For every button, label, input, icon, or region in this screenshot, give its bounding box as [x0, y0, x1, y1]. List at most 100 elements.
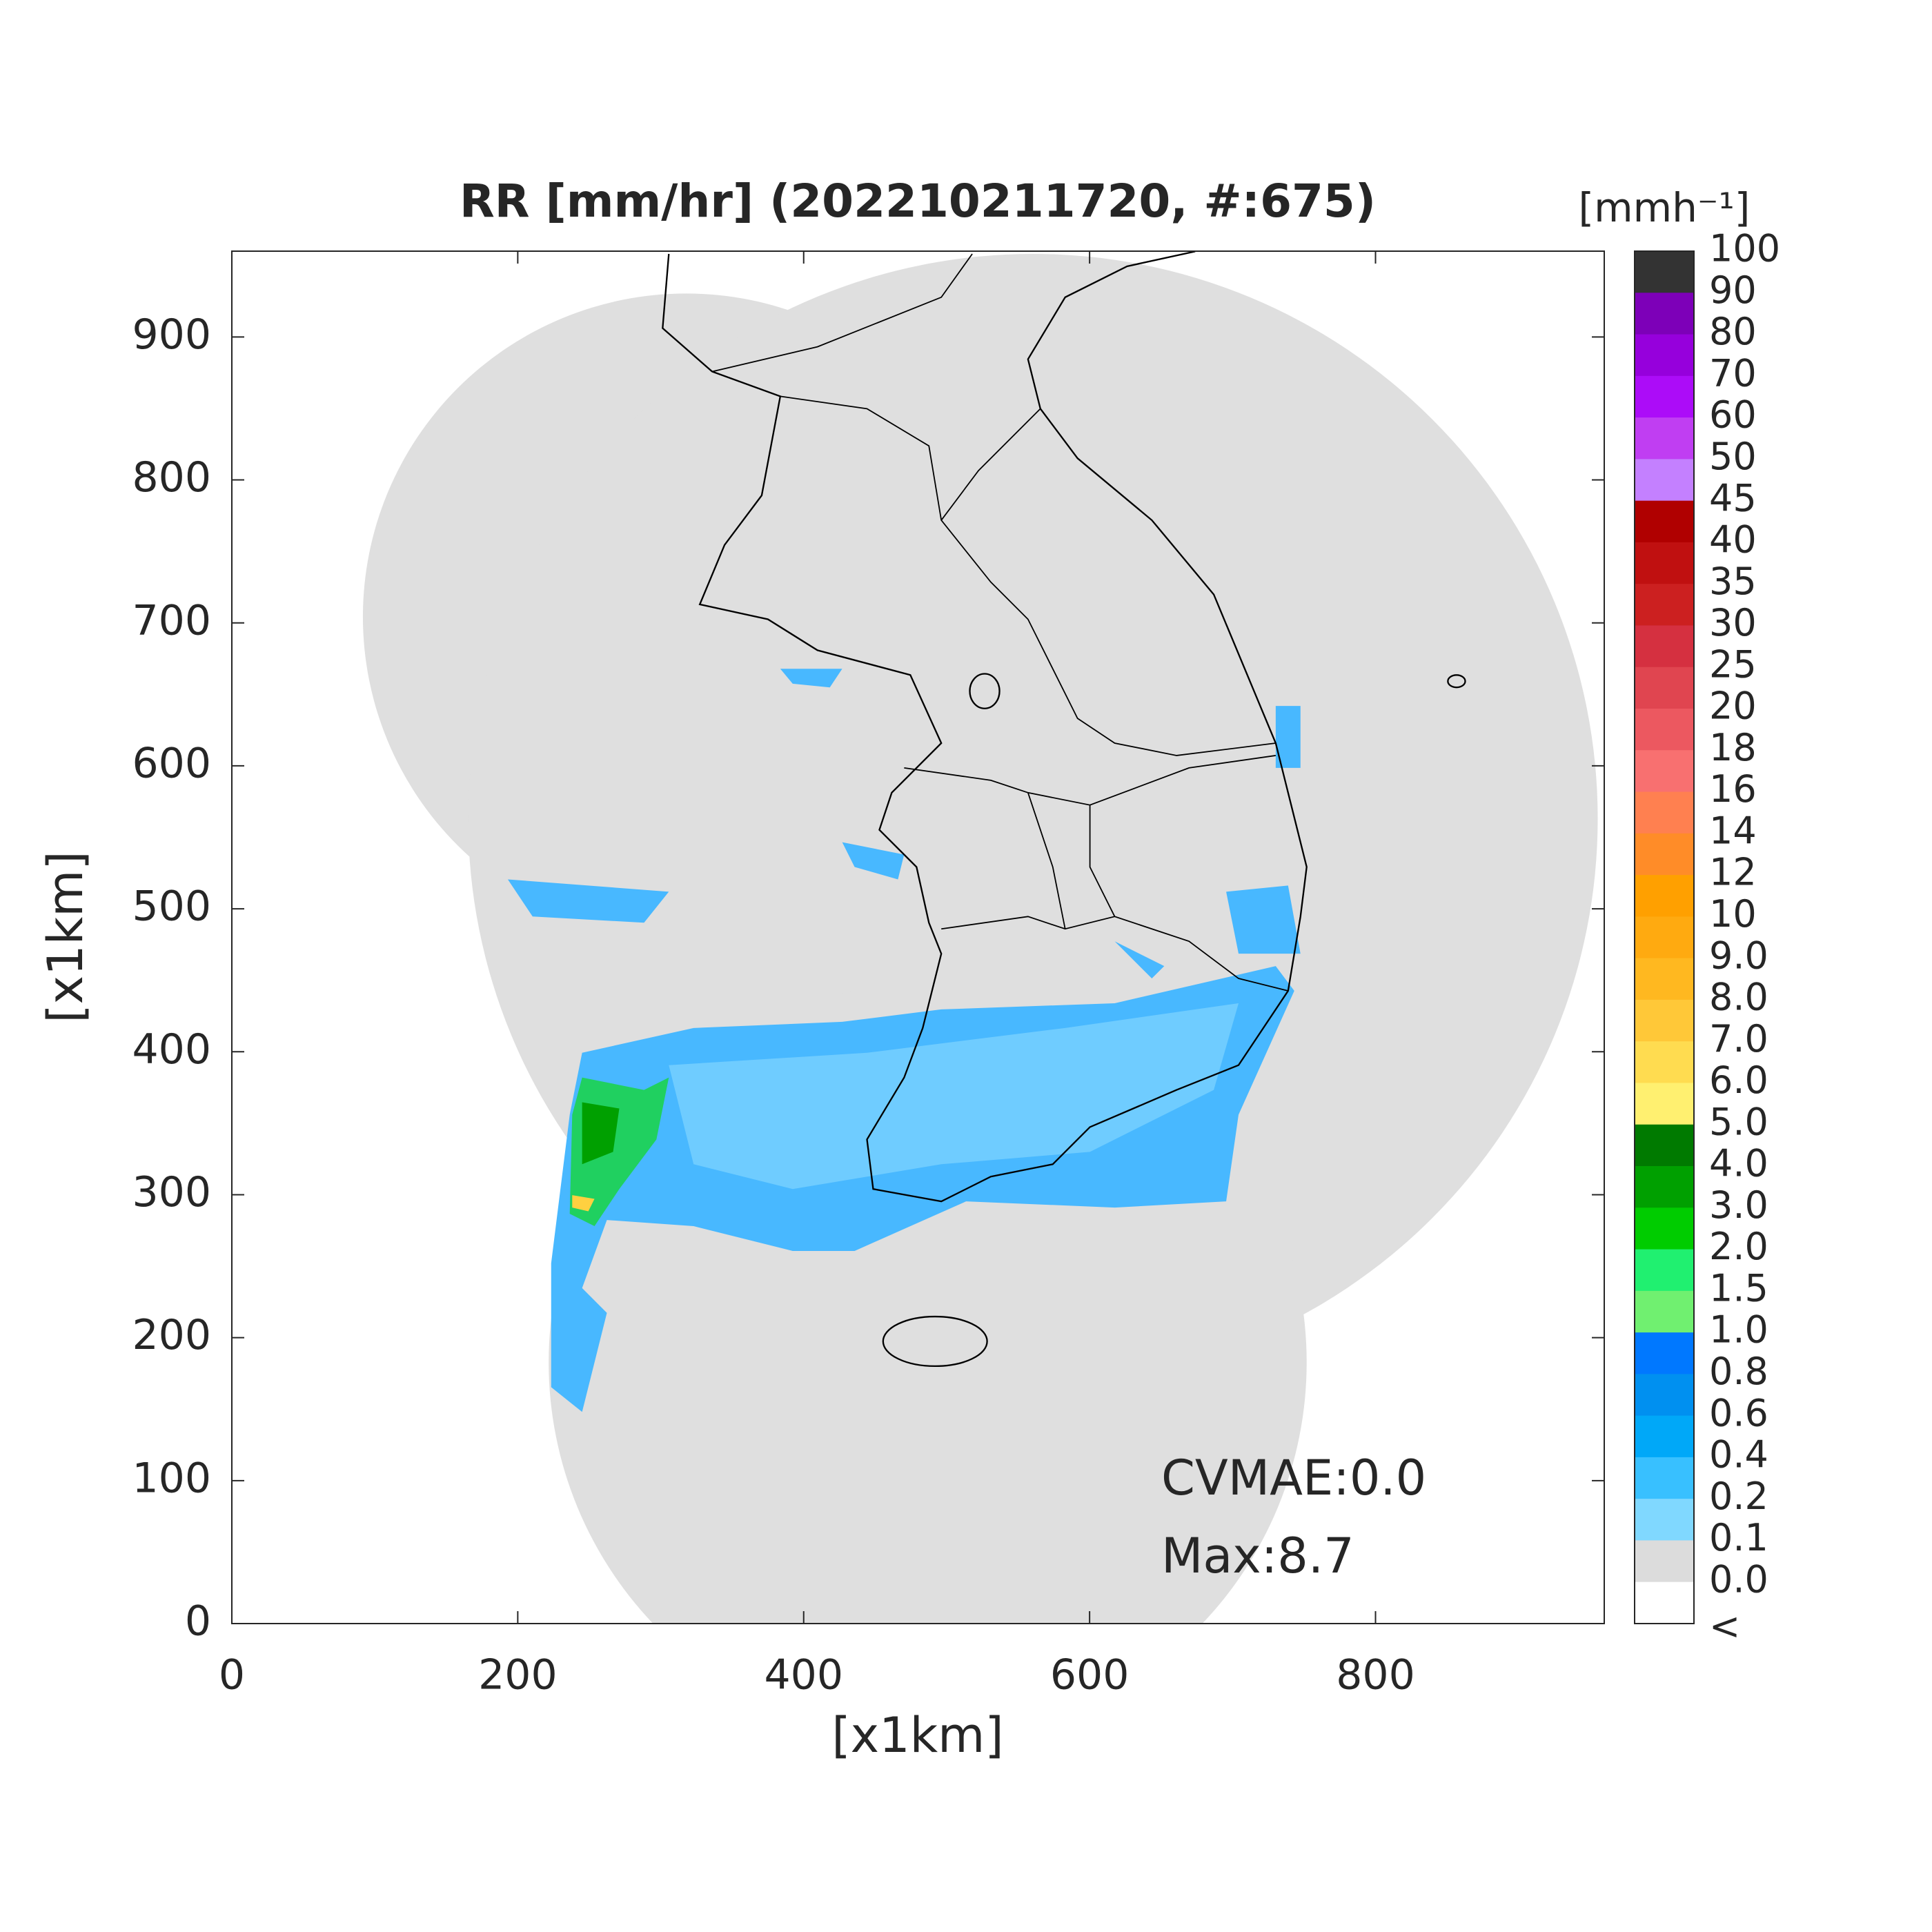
- colorbar-frame: [1634, 250, 1695, 1624]
- colorbar-swatch: [1635, 251, 1694, 293]
- island: [882, 1315, 988, 1368]
- colorbar-label: 25: [1709, 642, 1757, 686]
- colorbar-label: 6.0: [1709, 1058, 1768, 1102]
- chart-title: RR [mm/hr] (202210211720, #:675): [460, 175, 1376, 228]
- colorbar-label: 8.0: [1709, 976, 1768, 1019]
- colorbar-swatch: [1635, 750, 1694, 793]
- colorbar-label: 1.0: [1709, 1308, 1768, 1352]
- colorbar-label: 35: [1709, 560, 1757, 603]
- x-tick-label: 600: [1050, 1651, 1130, 1699]
- colorbar-swatch: [1635, 334, 1694, 377]
- y-tick-label: 900: [132, 310, 211, 359]
- colorbar-label: 80: [1709, 310, 1757, 353]
- x-axis-label: [x1km]: [831, 1707, 1003, 1764]
- colorbar-swatch: [1635, 375, 1694, 418]
- colorbar-swatch: [1635, 1581, 1694, 1624]
- colorbar-swatch: [1635, 417, 1694, 460]
- colorbar-swatch: [1635, 500, 1694, 543]
- colorbar-label: 30: [1709, 601, 1757, 644]
- colorbar-label: 1.5: [1709, 1266, 1768, 1310]
- rain-area: [572, 1195, 595, 1212]
- x-tick-label: 400: [764, 1651, 843, 1699]
- colorbar-swatch: [1635, 999, 1694, 1042]
- colorbar-label: 90: [1709, 268, 1757, 312]
- y-tick-label: 200: [132, 1311, 211, 1359]
- colorbar-label: 7.0: [1709, 1017, 1768, 1061]
- colorbar-label: 9.0: [1709, 934, 1768, 977]
- map-layer: [362, 251, 1598, 1624]
- colorbar-label: 0.6: [1709, 1391, 1768, 1435]
- colorbar-label: 2.0: [1709, 1225, 1768, 1268]
- coastline-path: [662, 251, 1308, 1203]
- colorbar-label: 60: [1709, 393, 1757, 437]
- colorbar-title: [mmh⁻¹]: [1579, 184, 1751, 231]
- y-tick-label: 400: [132, 1025, 211, 1074]
- colorbar-swatch: [1635, 1249, 1694, 1292]
- colorbar-swatch: [1635, 1540, 1694, 1583]
- boundary-path: [711, 253, 1289, 992]
- colorbar-swatch: [1635, 791, 1694, 834]
- x-tick-label: 200: [478, 1651, 558, 1699]
- y-tick-label: 0: [185, 1597, 211, 1646]
- colorbar-swatch: [1635, 916, 1694, 959]
- y-tick-label: 500: [132, 883, 211, 931]
- colorbar-swatch: [1635, 1290, 1694, 1333]
- colorbar-swatch: [1635, 1041, 1694, 1083]
- colorbar-swatch: [1635, 667, 1694, 709]
- rain-area: [582, 1102, 620, 1165]
- x-tick-label: 0: [219, 1651, 245, 1699]
- rain-area: [669, 1003, 1239, 1190]
- colorbar-swatch: [1635, 1415, 1694, 1458]
- map-content: [362, 251, 1598, 1624]
- axes-frame: [231, 250, 1605, 1624]
- colorbar-label: 3.0: [1709, 1183, 1768, 1227]
- colorbar-label: 0.2: [1709, 1475, 1768, 1518]
- annotation: Max:8.7: [1161, 1528, 1354, 1584]
- colorbar-label: <: [1709, 1605, 1740, 1648]
- colorbar-label: 0.1: [1709, 1516, 1768, 1559]
- y-tick-label: 700: [132, 596, 211, 644]
- y-axis-label: [x1km]: [37, 851, 94, 1023]
- precipitation: [507, 669, 1301, 1412]
- colorbar-swatch: [1635, 459, 1694, 502]
- colorbar-swatch: [1635, 1124, 1694, 1167]
- colorbar-label: 5.0: [1709, 1100, 1768, 1143]
- lake: [969, 673, 1000, 709]
- colorbar-label: 50: [1709, 435, 1757, 478]
- colorbar-swatch: [1635, 542, 1694, 584]
- colorbar-swatch: [1635, 1457, 1694, 1499]
- coastline: [662, 251, 1466, 1368]
- colorbar-label: 4.0: [1709, 1142, 1768, 1185]
- colorbar-label: 20: [1709, 684, 1757, 728]
- colorbar-swatch: [1635, 293, 1694, 335]
- colorbar-swatch: [1635, 1332, 1694, 1374]
- colorbar-swatch: [1635, 958, 1694, 1000]
- y-tick-label: 300: [132, 1168, 211, 1216]
- colorbar-label: 10: [1709, 892, 1757, 936]
- colorbar-swatch: [1635, 709, 1694, 751]
- colorbar-label: 70: [1709, 351, 1757, 395]
- colorbar-swatch: [1635, 1208, 1694, 1250]
- island: [1447, 674, 1466, 689]
- colorbar-swatch: [1635, 1166, 1694, 1208]
- x-tick-label: 800: [1336, 1651, 1415, 1699]
- y-tick-label: 800: [132, 453, 211, 502]
- y-tick-label: 100: [132, 1454, 211, 1502]
- colorbar-label: 16: [1709, 767, 1757, 811]
- colorbar-swatch: [1635, 584, 1694, 626]
- colorbar-swatch: [1635, 1374, 1694, 1417]
- colorbar-label: 18: [1709, 726, 1757, 769]
- colorbar-label: 12: [1709, 851, 1757, 894]
- colorbar-label: 100: [1709, 227, 1780, 270]
- colorbar-label: 0.4: [1709, 1433, 1768, 1477]
- colorbar-label: 40: [1709, 518, 1757, 562]
- colorbar-swatch: [1635, 833, 1694, 876]
- colorbar-swatch: [1635, 875, 1694, 917]
- colorbar-swatch: [1635, 1499, 1694, 1541]
- colorbar-swatch: [1635, 1083, 1694, 1125]
- colorbar-label: 14: [1709, 809, 1757, 852]
- colorbar-label: 45: [1709, 476, 1757, 520]
- y-tick-label: 600: [132, 739, 211, 787]
- colorbar-label: 0.0: [1709, 1557, 1768, 1601]
